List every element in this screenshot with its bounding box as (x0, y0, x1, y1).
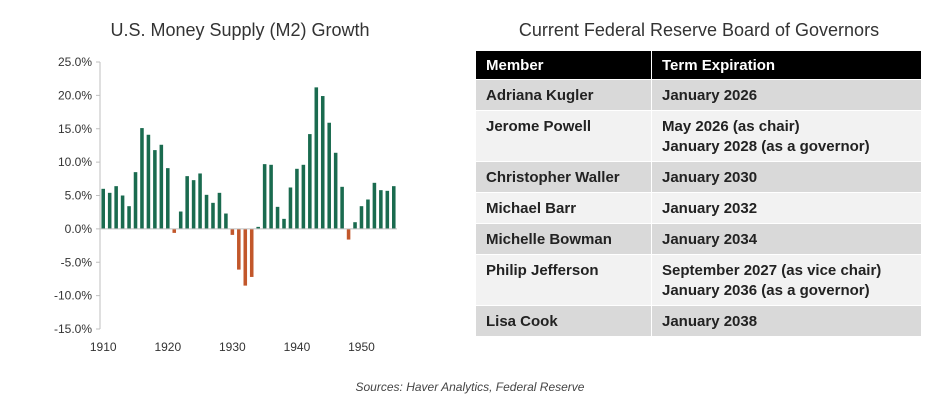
bar (166, 168, 170, 229)
x-tick-label: 1940 (284, 340, 311, 354)
y-tick-label: 5.0% (65, 189, 93, 203)
bar (262, 164, 267, 229)
bar (185, 176, 189, 229)
bar (191, 180, 196, 229)
bar (346, 228, 351, 240)
bar (301, 164, 306, 229)
m2-growth-chart: 25.0% 20.0% 15.0% 10.0% 5.0% 0.0% -5.0% -10.0% -… (54, 55, 397, 354)
y-tick-label: 25.0% (58, 55, 92, 69)
table-row: Michelle Bowman January 2034 (476, 223, 921, 255)
term-expiration-cell: January 2034 (651, 223, 921, 255)
table-row: Philip Jefferson September 2027 (as vice … (476, 254, 921, 306)
table-row: Adriana Kugler January 2026 (476, 79, 921, 111)
term-line: May 2026 (as chair) (662, 118, 800, 135)
x-tick-label: 1910 (90, 340, 117, 354)
bar (314, 87, 319, 229)
table-body: Adriana Kugler January 2026 Jerome Powell M… (476, 79, 921, 336)
bar (159, 144, 164, 229)
bar (295, 168, 299, 229)
term-line: January 2032 (662, 200, 758, 217)
chart-title: U.S. Money Supply (M2) Growth (110, 20, 370, 40)
bar (198, 173, 202, 229)
table-row: Lisa Cook January 2038 (476, 305, 921, 336)
y-tick-label: 10.0% (58, 155, 92, 169)
x-tick-label: 1920 (154, 340, 181, 354)
table-header-row: Member Term Expiration (476, 51, 921, 80)
sources-note: Sources: Haver Analytics, Federal Reserv… (355, 380, 585, 394)
y-tick-label: -5.0% (61, 255, 93, 269)
member-name-cell: Christopher Waller (476, 161, 652, 193)
y-tick-label: 0.0% (65, 222, 93, 236)
bar (153, 150, 157, 229)
bar (230, 228, 235, 235)
member-name-cell: Adriana Kugler (476, 79, 652, 111)
term-expiration-cell: January 2026 (651, 79, 921, 111)
bar (172, 228, 177, 233)
bar (308, 134, 312, 229)
bar (359, 206, 364, 229)
term-line: January 2038 (662, 313, 758, 330)
bar (288, 187, 293, 229)
table-title: Current Federal Reserve Board of Governo… (518, 20, 880, 40)
bar (217, 192, 222, 229)
bar (327, 122, 331, 229)
term-line: September 2027 (as vice chair) (662, 262, 882, 279)
x-tick-label: 1950 (348, 340, 375, 354)
header-term-expiration: Term Expiration (651, 51, 921, 80)
term-line: January 2036 (as a governor) (662, 282, 870, 299)
bar (385, 190, 390, 229)
bar (243, 228, 248, 286)
board-of-governors-table: Member Term Expiration Adriana Kugler Jan… (476, 51, 921, 336)
y-tick-label: 15.0% (58, 122, 92, 136)
term-expiration-cell: January 2032 (651, 192, 921, 224)
term-expiration-cell: September 2027 (as vice chair) January 20… (651, 254, 921, 306)
y-tick-label: -15.0% (54, 322, 92, 336)
bar (379, 190, 383, 229)
header-member: Member (476, 51, 652, 80)
bar (269, 164, 273, 229)
member-name-cell: Michael Barr (476, 192, 652, 224)
bar (256, 226, 260, 229)
bar (114, 186, 118, 229)
bar (372, 182, 377, 229)
y-tick-label: 20.0% (58, 88, 92, 102)
term-line: January 2030 (662, 169, 758, 186)
bar (120, 195, 125, 229)
bar (392, 186, 396, 229)
term-expiration-cell: January 2038 (651, 305, 921, 336)
bar (127, 206, 131, 229)
bar (204, 194, 209, 229)
member-name-cell: Michelle Bowman (476, 223, 652, 255)
bar (249, 228, 254, 277)
term-line: January 2028 (as a governor) (662, 138, 870, 155)
term-line: January 2026 (662, 87, 758, 104)
bar (366, 199, 370, 229)
term-line: January 2034 (662, 231, 758, 248)
bar (101, 188, 105, 229)
bar (146, 134, 151, 229)
bar (107, 192, 112, 229)
bar (320, 96, 325, 229)
term-expiration-cell: January 2030 (651, 161, 921, 193)
bar (282, 218, 286, 229)
member-name-cell: Philip Jefferson (476, 254, 652, 306)
bar (237, 228, 241, 270)
bar (275, 206, 280, 229)
bar (353, 222, 357, 229)
table-row: Christopher Waller January 2030 (476, 161, 921, 193)
bar (133, 172, 138, 229)
bar (211, 202, 215, 229)
table-row: Michael Barr January 2032 (476, 192, 921, 224)
member-name-cell: Jerome Powell (476, 110, 652, 162)
y-tick-label: -10.0% (54, 289, 92, 303)
bar (333, 152, 338, 229)
x-tick-label: 1930 (219, 340, 246, 354)
table-row: Jerome Powell May 2026 (as chair) January … (476, 110, 921, 162)
bar (140, 128, 144, 229)
member-name-cell: Lisa Cook (476, 305, 652, 336)
bar (178, 211, 183, 229)
bar (340, 186, 344, 229)
term-expiration-cell: May 2026 (as chair) January 2028 (as a go… (651, 110, 921, 162)
bar (224, 213, 228, 229)
